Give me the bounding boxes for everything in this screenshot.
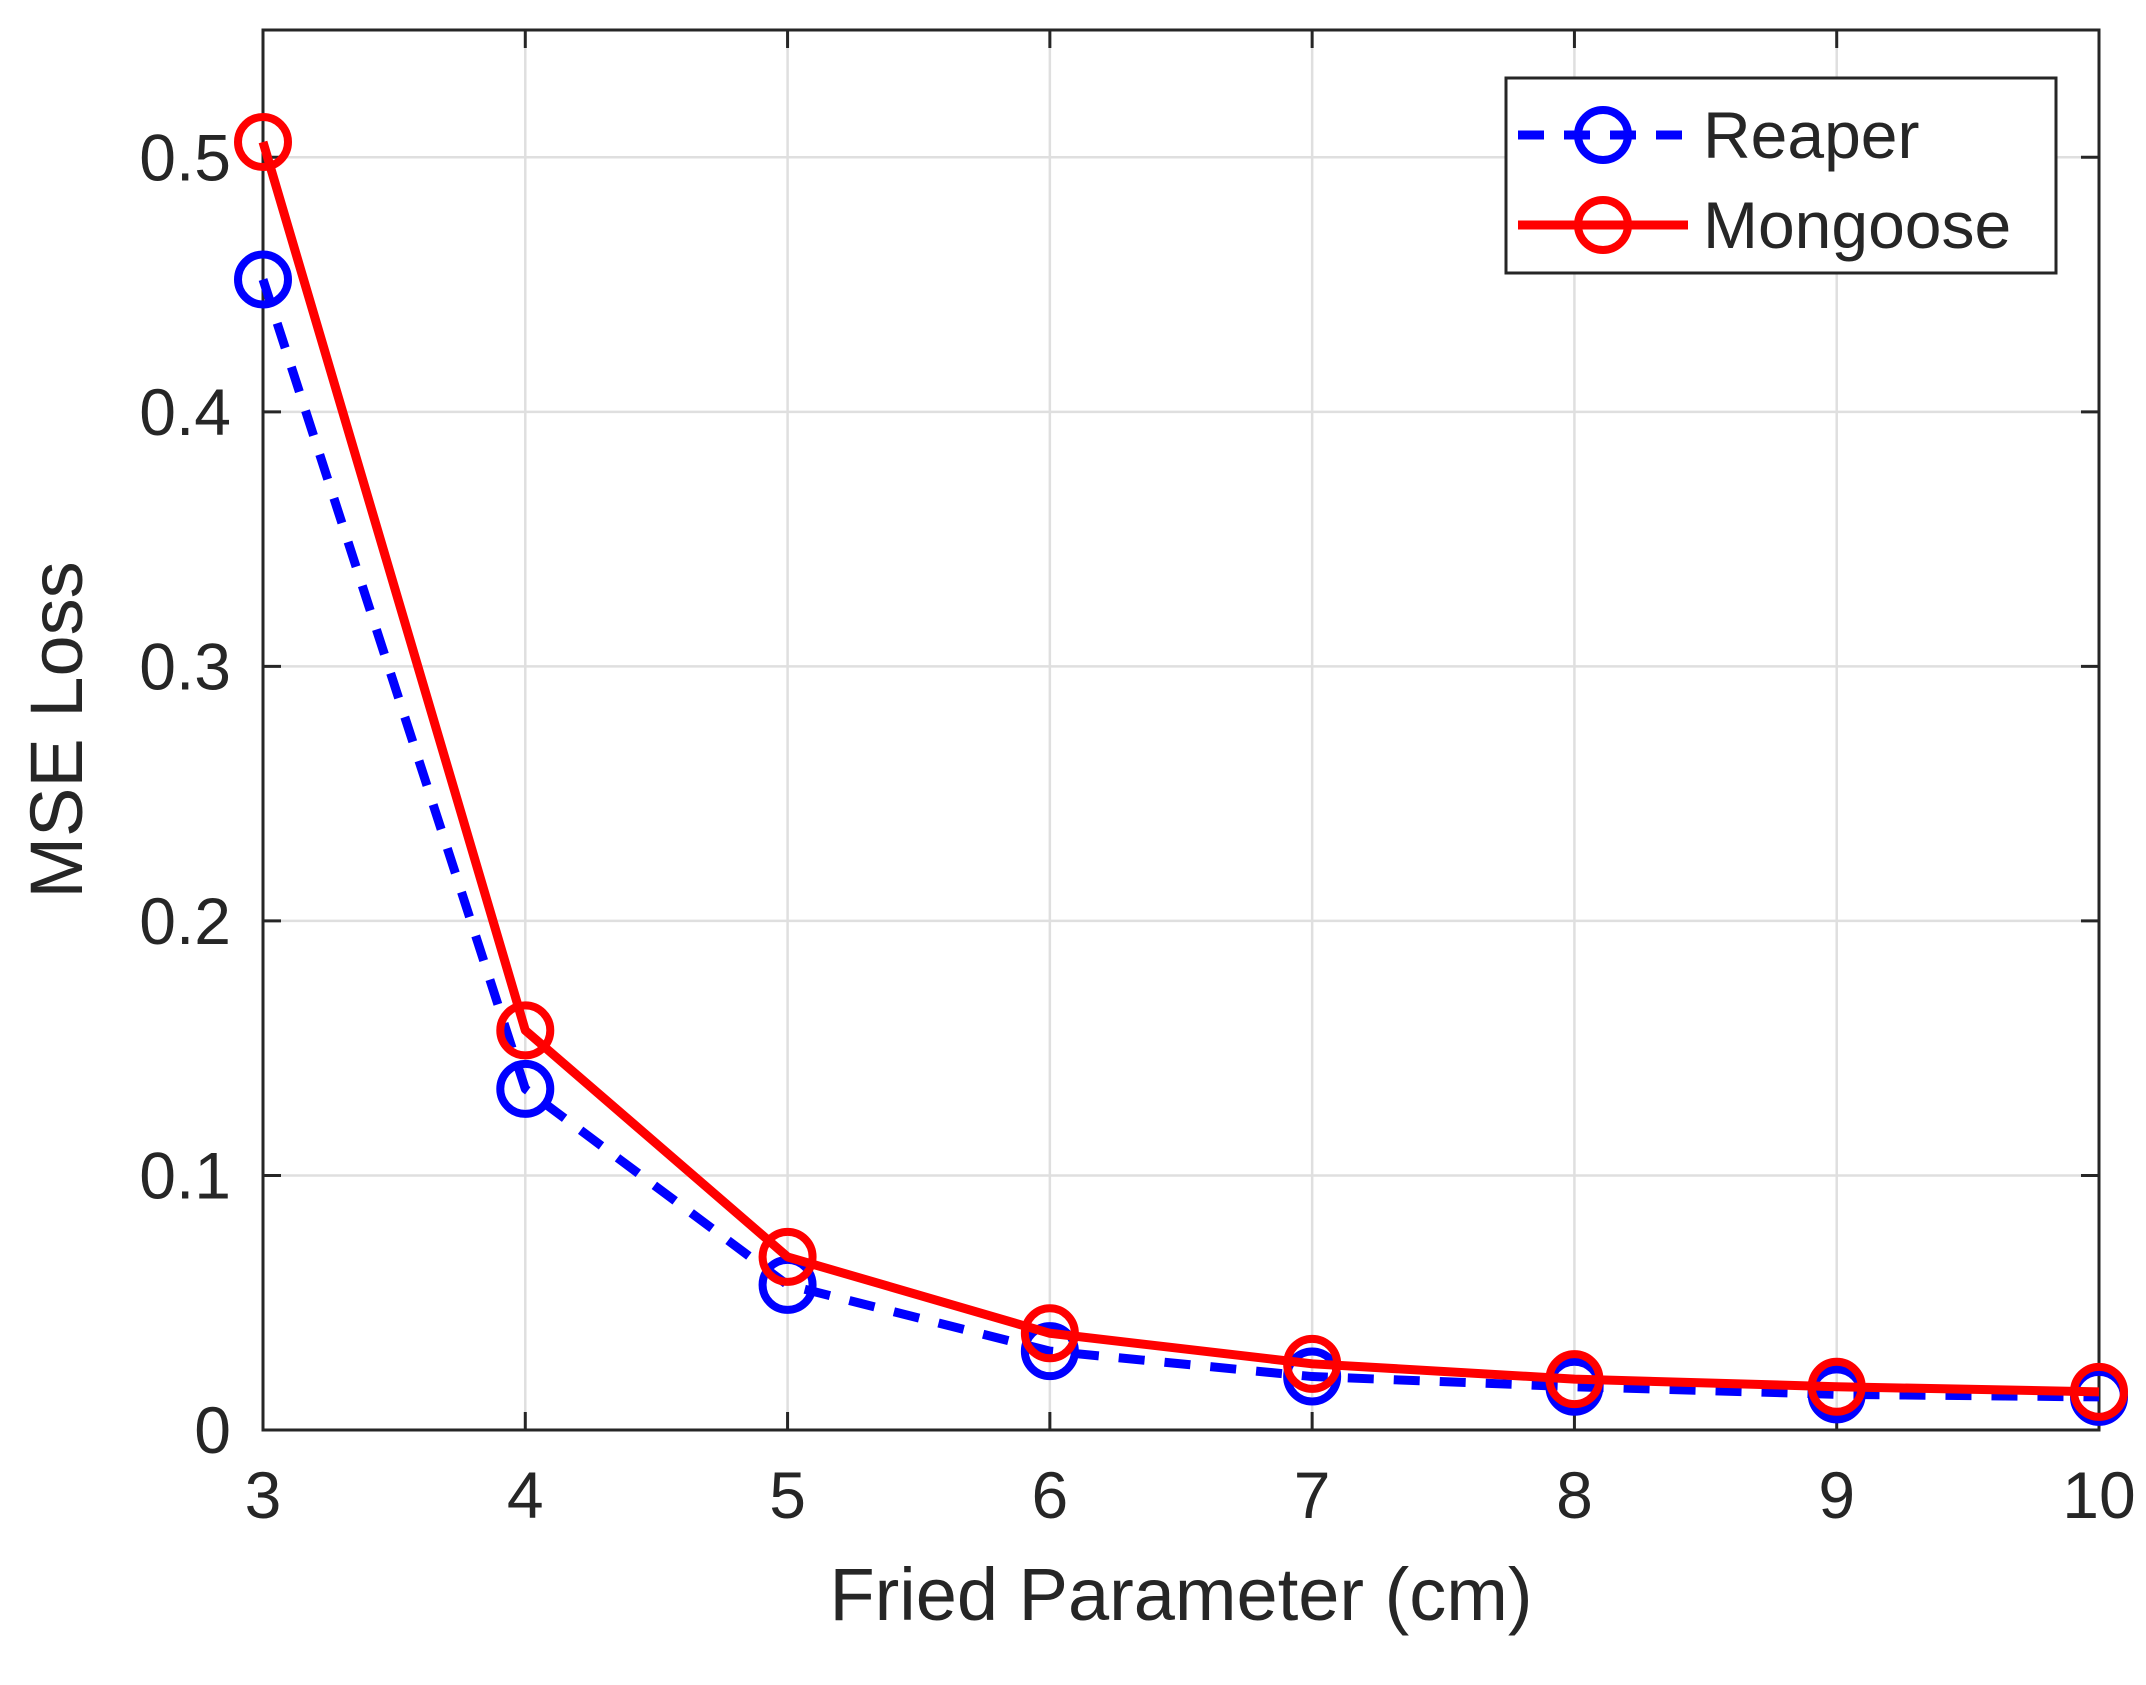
axes-box bbox=[261, 28, 2101, 1432]
data-point-reaper-3 bbox=[234, 250, 292, 309]
x-axis-label: Fried Parameter (cm) bbox=[829, 1553, 1532, 1636]
data-point-reaper-4 bbox=[496, 1059, 555, 1118]
series-mongoose bbox=[234, 113, 2128, 1421]
data-point-mongoose-8 bbox=[1545, 1350, 1604, 1409]
series-line-reaper bbox=[258, 278, 2100, 1402]
legend-marker-mongoose bbox=[1574, 196, 1632, 254]
y-axis-label: MSE Loss bbox=[15, 561, 98, 898]
data-point-mongoose-7 bbox=[1283, 1334, 1342, 1393]
legend-marker-reaper bbox=[1574, 106, 1632, 164]
y-tick-label-0-1: 0.1 bbox=[139, 1138, 231, 1212]
series-reaper bbox=[234, 250, 2128, 1426]
data-point-mongoose-9 bbox=[1807, 1357, 1866, 1416]
y-tick-label-0: 0 bbox=[194, 1393, 231, 1467]
y-tick-label-0-4: 0.4 bbox=[139, 375, 231, 449]
data-point-mongoose-4 bbox=[496, 1001, 555, 1060]
x-tick-label-7: 7 bbox=[1294, 1458, 1331, 1532]
y-tick-labels: 0 0.1 0.2 0.3 0.4 0.5 bbox=[139, 120, 231, 1467]
x-tick-labels: 3 4 5 6 7 8 9 10 bbox=[245, 1458, 2136, 1532]
y-tick-label-0-3: 0.3 bbox=[139, 629, 231, 703]
x-tick-label-8: 8 bbox=[1556, 1458, 1593, 1532]
data-point-mongoose-6 bbox=[1020, 1304, 1079, 1363]
x-tick-label-9: 9 bbox=[1818, 1458, 1855, 1532]
legend: Reaper Mongoose bbox=[1504, 76, 2058, 275]
series-layer bbox=[234, 113, 2128, 1426]
x-tick-label-10: 10 bbox=[2062, 1458, 2135, 1532]
y-tick-label-0-2: 0.2 bbox=[139, 884, 231, 958]
x-tick-label-3: 3 bbox=[245, 1458, 282, 1532]
legend-label-mongoose: Mongoose bbox=[1703, 188, 2011, 262]
data-point-mongoose-3 bbox=[234, 113, 292, 171]
x-tick-label-6: 6 bbox=[1031, 1458, 1068, 1532]
data-point-mongoose-10 bbox=[2070, 1362, 2128, 1421]
x-tick-label-5: 5 bbox=[769, 1458, 806, 1532]
x-tick-label-4: 4 bbox=[507, 1458, 544, 1532]
series-line-mongoose bbox=[258, 140, 2100, 1397]
data-point-reaper-6 bbox=[1020, 1322, 1079, 1381]
y-tick-label-0-5: 0.5 bbox=[139, 120, 231, 194]
legend-label-reaper: Reaper bbox=[1703, 98, 1919, 172]
data-point-mongoose-5 bbox=[758, 1227, 817, 1286]
